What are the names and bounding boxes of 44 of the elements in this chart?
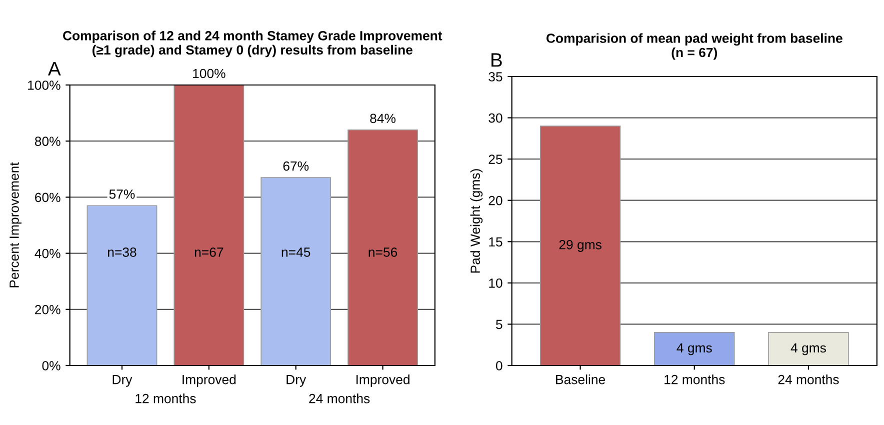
y-tick-label: 5 (496, 320, 502, 330)
y-tick-label: 20 (488, 196, 502, 206)
data-label: 100% (193, 68, 226, 78)
data-label: 4 gms (790, 343, 826, 356)
x-tick-label: Dry (286, 375, 306, 387)
text: B (492, 53, 502, 67)
data-label: 67% (283, 161, 309, 171)
data-label: 57% (109, 190, 135, 199)
y-tick-label: 0% (42, 361, 60, 370)
bar (86, 205, 158, 366)
chart-title: Comparision of mean pad weight from baseline (n = 67) (546, 33, 842, 60)
y-tick-label: 10 (489, 278, 502, 288)
annotation: n=56 (368, 248, 398, 257)
y-axis-title: Percent Improvement (10, 162, 22, 288)
y-tick-label: 15 (489, 237, 502, 247)
x-tick-label: Baseline (556, 374, 606, 384)
y-axis-title: Pad Weight (gms) (470, 169, 483, 273)
y-tick-label: 40% (34, 248, 60, 258)
x-tick-label: Improved (182, 374, 236, 387)
y-tick-label: 80% (34, 136, 60, 146)
y-tick-label: 0 (496, 361, 502, 370)
data-label: 84% (370, 114, 396, 124)
y-tick-label: 60% (35, 192, 60, 202)
x-tick-label: Improved (356, 374, 410, 387)
text: 12 months (136, 394, 196, 404)
y-tick-label: 100% (28, 80, 60, 90)
x-tick-label: 24 months (778, 374, 839, 384)
text: A (48, 62, 61, 76)
annotation: n=67 (194, 248, 224, 257)
y-tick-label: 30 (488, 113, 502, 123)
y-tick-label: 20% (35, 304, 60, 314)
x-tick-label: 12 months (664, 374, 725, 384)
bar (174, 85, 244, 366)
text: 24 months (309, 394, 370, 404)
bar (348, 129, 418, 366)
chart-title: Comparison of 12 and 24 month Stamey Grade Improvement (≥1 grade) and Stamey 0 (dry) results from baseline (63, 30, 442, 58)
y-tick-label: 35 (488, 72, 502, 82)
bar (260, 177, 332, 366)
y-tick-label: 25 (488, 154, 502, 164)
data-label: 29 gms (559, 240, 602, 252)
x-tick-label: Dry (112, 375, 132, 387)
data-label: 4 gms (676, 343, 712, 356)
annotation: n=38 (108, 248, 136, 257)
annotation: n=45 (282, 248, 310, 257)
